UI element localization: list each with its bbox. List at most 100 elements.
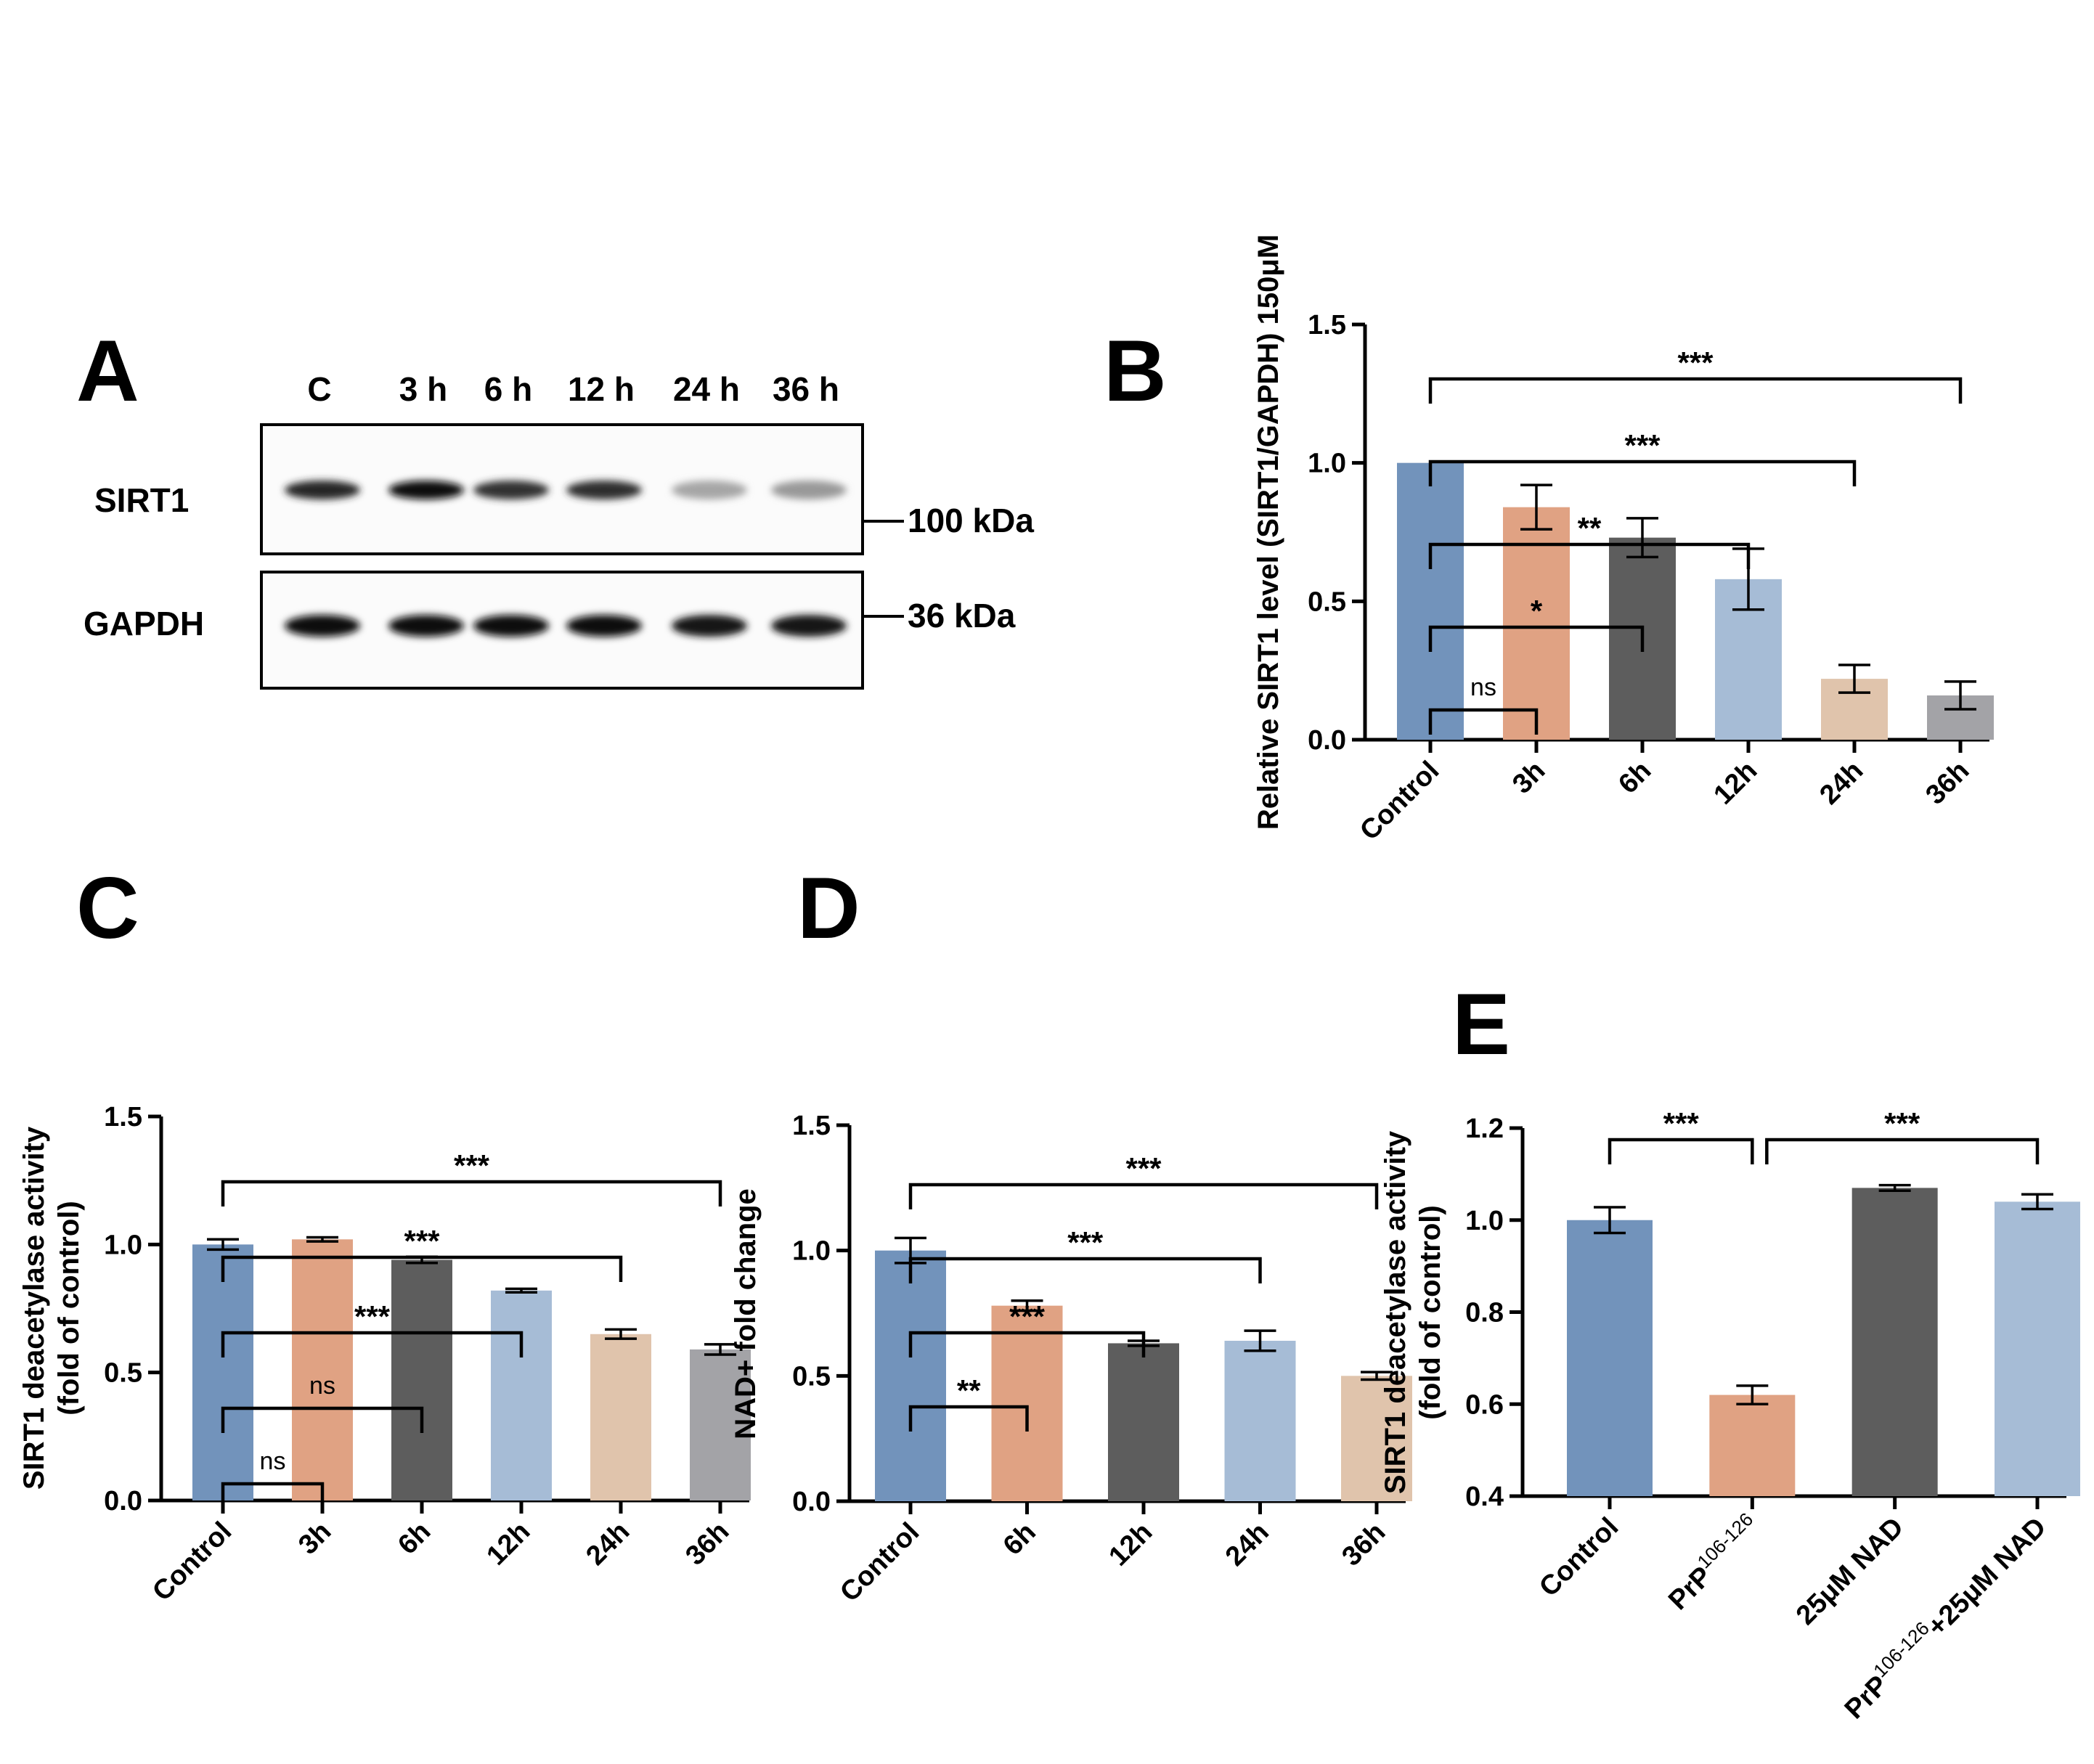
- lane-label: 6 h: [484, 370, 532, 408]
- significance-label: ***: [404, 1224, 440, 1258]
- x-category-label: 25μM NAD: [1791, 1512, 1910, 1631]
- x-category-label: 12h: [1708, 756, 1763, 811]
- bar: [1224, 1340, 1296, 1501]
- significance-bracket: [1765, 1138, 2040, 1164]
- significance-label: ***: [354, 1299, 391, 1334]
- x-category-label: 24h: [1220, 1517, 1275, 1572]
- x-category-label: 36h: [1336, 1517, 1391, 1572]
- y-tick-label: 1.5: [1308, 310, 1346, 340]
- y-axis-label: Relative SIRT1 level (SIRT1/GAPDH) 150μM: [1252, 234, 1284, 830]
- bar: [192, 1244, 253, 1500]
- significance-bracket: [221, 1482, 325, 1508]
- significance-label: ns: [260, 1447, 286, 1475]
- sirt1-band: [388, 481, 464, 499]
- x-category-label: 36h: [680, 1516, 735, 1572]
- y-tick-label: 0.8: [1465, 1298, 1504, 1328]
- x-category-label: 12h: [481, 1516, 536, 1572]
- x-category-label: 3h: [293, 1516, 337, 1561]
- y-axis-label: SIRT1 deacetylase activity: [18, 1126, 50, 1490]
- y-tick-label: 1.0: [104, 1230, 142, 1260]
- y-tick-label: 1.0: [1308, 449, 1346, 479]
- bar: [991, 1305, 1063, 1501]
- x-category-label: PrP106-126: [1659, 1508, 1767, 1616]
- lane-label: 36 h: [773, 370, 839, 408]
- y-tick-label: 0.0: [104, 1486, 142, 1516]
- sirt1-size-label: 100 kDa: [908, 502, 1034, 539]
- significance-label: ***: [1663, 1106, 1700, 1140]
- y-tick-label: 0.5: [1308, 587, 1346, 617]
- bar: [690, 1349, 751, 1500]
- x-category-label: Control: [1533, 1512, 1624, 1603]
- bar: [875, 1250, 946, 1501]
- y-tick-label: 1.5: [104, 1102, 142, 1132]
- bar: [590, 1334, 651, 1500]
- significance-bracket: [1428, 542, 1751, 569]
- significance-label: ***: [1125, 1151, 1162, 1185]
- sirt1-blot-frame: [260, 423, 864, 555]
- y-axis-label: NAD+ fold change: [730, 1188, 762, 1440]
- bar: [1995, 1201, 2080, 1496]
- x-category-label: 12h: [1103, 1517, 1158, 1572]
- chart-d: 0.0 0.5 1.0 1.5 Control 6h 12h 24h 36h NAD+ fold …: [730, 1111, 1412, 1608]
- significance-bracket: [908, 1405, 1029, 1432]
- significance-label: ns: [309, 1372, 335, 1400]
- chart-b: 0.0 0.5 1.0 1.5 Control 3h 6h 12h 24h 36h Relative…: [1252, 234, 1994, 846]
- panel-label-e: E: [1452, 976, 1510, 1073]
- x-category-label: 24h: [580, 1516, 635, 1572]
- significance-label: *: [1531, 594, 1543, 628]
- x-category-label: Control: [147, 1516, 237, 1607]
- gapdh-band: [771, 615, 847, 637]
- significance-label: ***: [1677, 346, 1714, 380]
- bar: [1567, 1220, 1653, 1496]
- chart-c: 0.0 0.5 1.0 1.5 Control 3h 6h 12h 24h 36h SIRT1 de…: [18, 1102, 751, 1607]
- significance-label: ***: [1884, 1106, 1920, 1140]
- y-tick-label: 0.0: [792, 1487, 831, 1517]
- y-tick-label: 0.6: [1465, 1389, 1504, 1420]
- gapdh-row-label: GAPDH: [83, 605, 204, 642]
- significance-label: ***: [1624, 428, 1661, 462]
- y-axis-label: SIRT1 deacetylase activity: [1380, 1130, 1411, 1494]
- x-category-label: Control: [1354, 756, 1445, 846]
- significance-bracket: [1608, 1138, 1754, 1164]
- y-axis-label-line2: (fold of control): [53, 1201, 85, 1415]
- significance-label: ***: [1067, 1225, 1104, 1259]
- significance-bracket: [221, 1406, 424, 1433]
- x-category-label: Control: [834, 1517, 925, 1608]
- x-category-label: 36h: [1920, 756, 1975, 811]
- significance-bracket: [1428, 708, 1539, 735]
- lane-label: C: [307, 370, 331, 408]
- y-tick-label: 1.5: [792, 1111, 831, 1141]
- bar: [491, 1290, 552, 1500]
- y-tick-label: 1.2: [1465, 1114, 1504, 1144]
- bar: [1709, 1395, 1796, 1496]
- x-category-label: 3h: [1507, 756, 1551, 800]
- lane-label: 24 h: [673, 370, 740, 408]
- panel-label-d: D: [797, 859, 860, 957]
- chart-e: 0.4 0.6 0.8 1.0 1.2 Control PrP106-126 25μM NAD…: [1380, 1106, 2080, 1725]
- x-category-label: 6h: [998, 1517, 1042, 1561]
- bar: [1851, 1188, 1938, 1496]
- y-tick-label: 0.4: [1465, 1482, 1504, 1512]
- x-category-label: 6h: [1613, 756, 1657, 800]
- significance-bracket: [221, 1255, 623, 1282]
- significance-label: ns: [1470, 674, 1496, 701]
- gapdh-band: [285, 615, 360, 637]
- sirt1-band: [473, 481, 549, 499]
- y-tick-label: 0.5: [104, 1358, 142, 1389]
- sirt1-band: [672, 481, 747, 499]
- gapdh-band: [566, 615, 642, 637]
- significance-bracket: [908, 1183, 1379, 1209]
- gapdh-band: [473, 615, 549, 637]
- y-axis-label-line2: (fold of control): [1414, 1205, 1446, 1419]
- bar: [1341, 1376, 1412, 1501]
- significance-bracket: [221, 1331, 524, 1357]
- panel-label-a: A: [76, 322, 139, 420]
- x-category-label: 6h: [392, 1516, 436, 1561]
- significance-label: ***: [1009, 1299, 1046, 1334]
- significance-bracket: [908, 1257, 1262, 1283]
- significance-bracket: [1428, 377, 1963, 404]
- y-tick-label: 1.0: [1465, 1206, 1504, 1236]
- significance-label: **: [1578, 511, 1602, 545]
